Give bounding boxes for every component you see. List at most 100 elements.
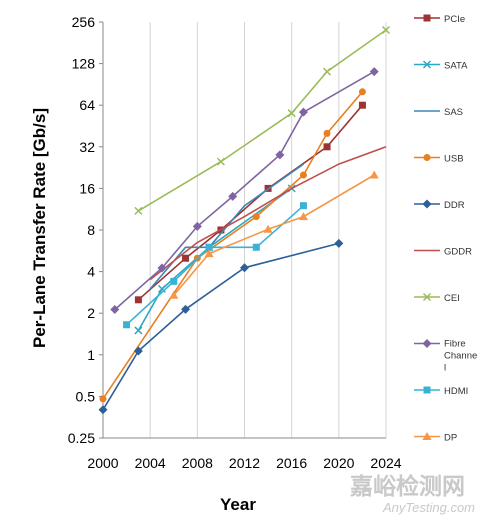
x-tick-label: 2000 bbox=[87, 455, 118, 471]
x-tick-labels: 2000 2004 2008 2012 2016 2020 2024 bbox=[87, 455, 401, 471]
data-point-usb bbox=[358, 88, 366, 96]
data-point-pcie bbox=[358, 101, 366, 109]
data-point-dp bbox=[204, 249, 214, 258]
legend-label-wrap: l bbox=[444, 363, 446, 374]
data-point-dp bbox=[369, 170, 379, 179]
series-fibre-channel bbox=[110, 67, 379, 315]
data-point-hdmi bbox=[205, 243, 213, 251]
series-gddr bbox=[149, 146, 387, 281]
legend-label: PCIe bbox=[444, 14, 465, 25]
data-point-ddr bbox=[133, 346, 143, 356]
data-point-fibre-channel bbox=[369, 67, 379, 77]
series-hdmi bbox=[123, 202, 307, 329]
data-point-fibre-channel bbox=[298, 107, 308, 117]
data-point-cei bbox=[381, 25, 391, 35]
data-point-usb bbox=[99, 395, 107, 403]
y-tick-label: 8 bbox=[87, 222, 95, 238]
watermark-english: AnyTesting.com bbox=[382, 500, 475, 515]
legend-marker bbox=[423, 154, 431, 161]
series-line-hdmi bbox=[126, 205, 305, 326]
data-point-ddr bbox=[240, 263, 249, 273]
series-ddr bbox=[98, 238, 344, 415]
data-point-cei bbox=[323, 67, 332, 76]
data-point-fibre-channel bbox=[192, 221, 202, 231]
x-tick-label: 2016 bbox=[276, 455, 307, 471]
series-line-dp bbox=[173, 174, 375, 296]
y-axis-title: Per-Lane Transfer Rate [Gb/s] bbox=[30, 108, 49, 348]
y-tick-labels: 0.25 0.5 1 2 4 8 16 32 64 128 256 bbox=[68, 14, 103, 446]
legend-marker bbox=[422, 432, 432, 440]
data-point-dp bbox=[169, 290, 179, 299]
legend-label: GDDR bbox=[444, 247, 472, 258]
data-point-ddr bbox=[98, 405, 108, 415]
y-tick-label: 0.5 bbox=[76, 388, 96, 404]
series-line-sata bbox=[137, 187, 293, 331]
y-tick-label: 0.25 bbox=[68, 430, 95, 446]
x-tick-label: 2020 bbox=[323, 455, 354, 471]
series-line-pcie bbox=[137, 104, 364, 301]
series-line-ddr bbox=[102, 242, 339, 411]
y-tick-label: 128 bbox=[72, 56, 96, 72]
x-tick-label: 2024 bbox=[370, 455, 401, 471]
y-tick-label: 32 bbox=[79, 139, 95, 155]
legend-label-wrap: Channe bbox=[444, 351, 477, 362]
legend-marker bbox=[423, 14, 431, 22]
y-tick-label: 64 bbox=[79, 97, 95, 113]
legend-item-cei: CEI bbox=[414, 292, 460, 304]
data-point-usb bbox=[323, 129, 331, 137]
data-point-cei bbox=[216, 157, 225, 166]
data-point-usb bbox=[252, 213, 260, 221]
x-tick-label: 2012 bbox=[229, 455, 260, 471]
data-point-usb bbox=[299, 171, 307, 179]
data-point-hdmi bbox=[170, 277, 178, 285]
data-point-pcie bbox=[182, 254, 190, 262]
legend-item-hdmi: HDMI bbox=[414, 386, 468, 397]
data-point-cei bbox=[134, 206, 143, 215]
data-point-fibre-channel bbox=[157, 263, 167, 273]
series-cei bbox=[134, 25, 391, 215]
x-tick-label: 2008 bbox=[182, 455, 213, 471]
data-point-pcie bbox=[134, 296, 142, 304]
legend-marker bbox=[422, 60, 432, 69]
data-point-hdmi bbox=[123, 321, 131, 329]
data-point-ddr bbox=[181, 304, 191, 314]
data-point-hdmi bbox=[252, 243, 260, 251]
y-tick-label: 16 bbox=[79, 180, 95, 196]
legend-marker bbox=[423, 386, 431, 394]
legend-label: USB bbox=[444, 154, 464, 165]
legend-item-gddr: GDDR bbox=[414, 247, 472, 258]
legend-item-pcie: PCIe bbox=[414, 14, 465, 25]
legend-label: SATA bbox=[444, 61, 468, 72]
data-point-ddr bbox=[334, 238, 344, 248]
legend-item-usb: USB bbox=[414, 154, 464, 165]
x-tick-label: 2004 bbox=[135, 455, 166, 471]
legend-marker bbox=[422, 339, 432, 348]
legend-marker bbox=[422, 199, 432, 209]
legend-item-sas: SAS bbox=[414, 107, 463, 118]
y-tick-label: 1 bbox=[87, 347, 95, 363]
gridlines bbox=[102, 22, 387, 438]
data-point-fibre-channel bbox=[275, 150, 285, 160]
legend-item-dp: DP bbox=[414, 432, 457, 444]
data-point-dp bbox=[298, 212, 308, 221]
legend-marker bbox=[422, 292, 432, 302]
series-sata bbox=[134, 184, 296, 335]
data-point-dp bbox=[263, 224, 273, 233]
series-dp bbox=[169, 170, 379, 299]
legend-label: DP bbox=[444, 433, 457, 444]
legend-label: HDMI bbox=[444, 386, 468, 397]
data-point-hdmi bbox=[299, 202, 307, 210]
y-tick-label: 2 bbox=[87, 305, 95, 321]
data-point-cei bbox=[287, 109, 296, 118]
series-layer bbox=[98, 25, 391, 415]
series-line-usb bbox=[102, 91, 364, 400]
watermark-chinese: 嘉峪检测网 bbox=[350, 473, 465, 500]
y-tick-label: 4 bbox=[87, 264, 95, 280]
data-point-fibre-channel bbox=[110, 305, 120, 315]
data-point-pcie bbox=[323, 143, 331, 151]
series-line-gddr bbox=[149, 146, 387, 281]
data-point-sata bbox=[134, 326, 143, 335]
